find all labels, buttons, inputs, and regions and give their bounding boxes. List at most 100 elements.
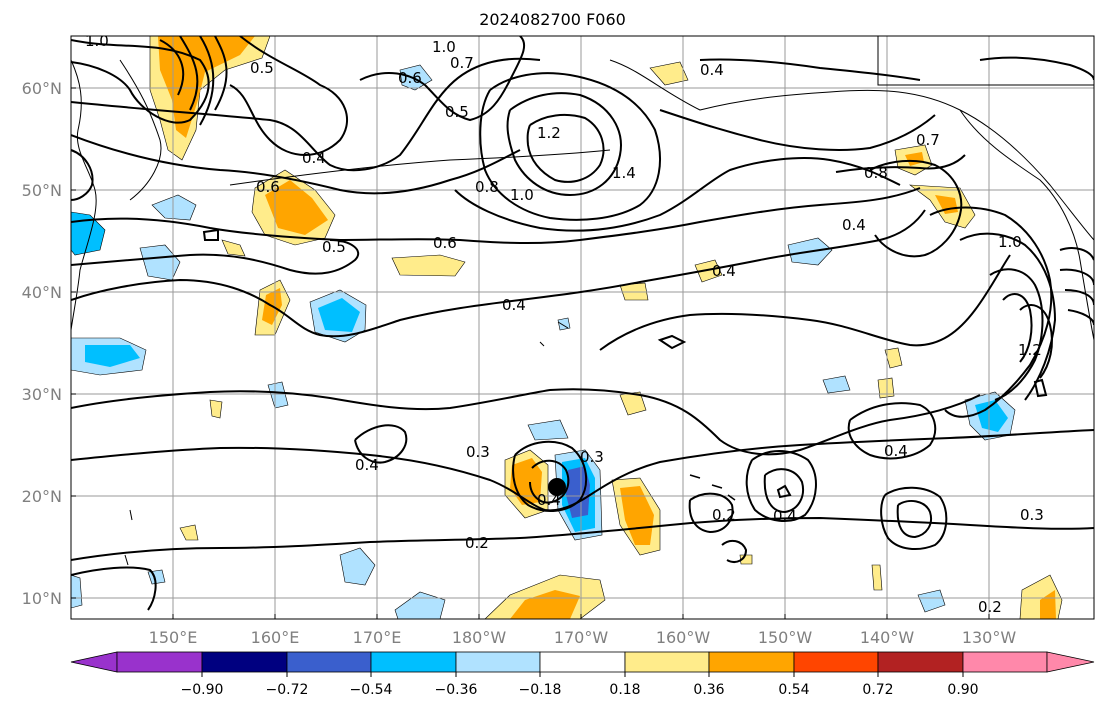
lon-label: 170°E: [353, 628, 402, 647]
colorbar-segment: [624, 651, 710, 673]
lon-label: 130°W: [962, 628, 1017, 647]
contour-line: [1059, 247, 1094, 326]
shade-positive: [510, 590, 580, 619]
contour-line: [688, 492, 734, 534]
coastlines: [71, 36, 1094, 566]
contour-line: [763, 468, 804, 514]
shade-negative: [151, 194, 197, 221]
contour-line: [526, 113, 605, 183]
shade-negative: [318, 298, 360, 332]
contour-line: [71, 516, 1094, 561]
colorbar-segment: [455, 651, 541, 673]
lat-label: 30°N: [22, 385, 62, 404]
shade-positive: [694, 259, 723, 283]
contour-label: 0.5: [322, 238, 346, 256]
axis-ticks: [71, 87, 990, 619]
coastline-canada-box: [877, 36, 1094, 86]
contour-line: [202, 228, 219, 241]
contour-label: 1.0: [85, 32, 109, 50]
colorbar-tick-label: 0.54: [778, 682, 809, 698]
contour-line: [869, 159, 963, 258]
shade-negative: [557, 317, 571, 331]
colorbar-tick-label: −0.90: [181, 682, 224, 698]
shade-positive: [871, 564, 883, 591]
lon-label: 160°W: [656, 628, 711, 647]
contour-line: [979, 56, 1094, 81]
shade-positive: [877, 377, 895, 399]
coastline-hawaii: [689, 474, 736, 501]
lon-label: 160°E: [251, 628, 300, 647]
coastline-aleutians: [229, 149, 611, 186]
lon-label: 170°W: [554, 628, 609, 647]
contour-line: [776, 484, 792, 499]
contour-line: [835, 154, 966, 173]
contour-label: 0.4: [773, 507, 797, 525]
coastline-kamchatka: [119, 59, 162, 201]
colorbar-low-extension: [70, 651, 118, 673]
map-title: 2024082700 F060: [479, 10, 626, 29]
contour-label: 0.2: [465, 534, 489, 552]
colorbar-labels: −0.90 −0.72 −0.54 −0.36 −0.18 0.18 0.36 …: [181, 682, 979, 698]
contour-label: 0.4: [700, 61, 724, 79]
contour-label: 1.2: [537, 124, 561, 142]
colorbar-segment: [708, 651, 795, 673]
contour-line: [506, 92, 622, 197]
contour-line: [454, 157, 901, 232]
colorbar-tick-label: 0.18: [609, 682, 640, 698]
colorbar-tick-label: −0.36: [435, 682, 478, 698]
shade-negative: [71, 574, 83, 609]
lon-label: 150°E: [149, 628, 198, 647]
lat-label: 10°N: [22, 589, 62, 608]
contour-label: 0.6: [398, 69, 422, 87]
colorbar-segment: [962, 651, 1048, 673]
contour-label: 0.6: [256, 178, 280, 196]
contour-line: [699, 58, 921, 81]
contour-line: [354, 424, 408, 464]
contour-label: 0.4: [537, 491, 561, 509]
contour-label: 0.3: [466, 443, 490, 461]
contour-label: 0.7: [450, 54, 474, 72]
contour-line: [896, 499, 932, 539]
shade-negative: [527, 419, 569, 441]
coastline-asia: [71, 59, 97, 331]
contour-label: 1.0: [998, 233, 1022, 251]
shade-positive: [1040, 590, 1056, 619]
contour-line: [989, 268, 1044, 401]
colorbar-segment: [116, 651, 203, 673]
contour-line: [659, 109, 936, 151]
contour-label: 0.4: [355, 456, 379, 474]
contour-label: 1.0: [432, 38, 456, 56]
contour-line: [71, 134, 521, 195]
contour-line: [159, 36, 228, 126]
contour-line: [959, 232, 1057, 401]
contour-label: 0.5: [445, 103, 469, 121]
contour-line: [1033, 378, 1048, 398]
colorbar-segment: [286, 651, 372, 673]
shade-positive: [265, 180, 328, 235]
shade-positive: [884, 347, 903, 369]
shade-positive: [179, 524, 199, 541]
lon-label: 150°W: [758, 628, 813, 647]
contour-line: [657, 334, 687, 350]
colorbar-segment: [793, 651, 879, 673]
colorbar-segment: [877, 651, 964, 673]
contour-line: [529, 459, 570, 504]
lat-label: 50°N: [22, 181, 62, 200]
contour-label: 0.4: [884, 442, 908, 460]
lat-label: 40°N: [22, 283, 62, 302]
colorbar-ticks: [201, 672, 964, 677]
colorbar-tick-label: 0.90: [947, 682, 978, 698]
colorbar-tick-label: 0.72: [862, 682, 893, 698]
shade-negative: [917, 589, 946, 613]
contour-line: [721, 539, 748, 563]
contour-label: 0.4: [502, 296, 526, 314]
contour-label: 0.4: [712, 262, 736, 280]
contour-label: 0.4: [842, 216, 866, 234]
contour-label: 1.0: [510, 186, 534, 204]
contour-line: [599, 254, 1011, 351]
contour-line: [359, 36, 526, 122]
lon-label: 140°W: [860, 628, 915, 647]
colorbar-high-extension: [1046, 651, 1095, 673]
contour-label: 1.4: [612, 164, 636, 182]
